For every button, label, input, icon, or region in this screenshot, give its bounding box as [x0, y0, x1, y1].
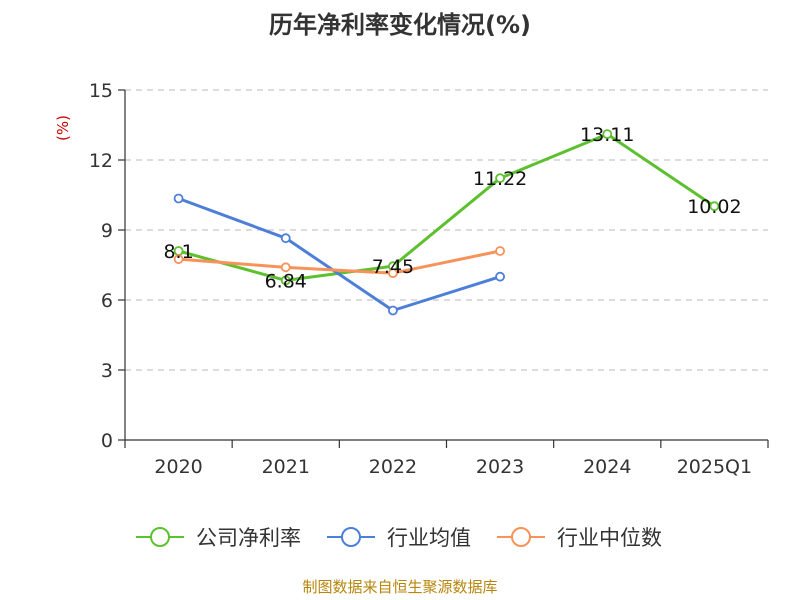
data-label: 7.45	[372, 256, 414, 278]
series-line-0	[178, 132, 716, 282]
data-point	[280, 262, 291, 273]
y-tick-label: 3	[101, 360, 113, 382]
data-labels: 8.1 6.84 7.45 11.22 13.11 10.02	[163, 124, 741, 292]
data-point	[602, 129, 613, 140]
legend-marker	[341, 527, 361, 547]
legend-item-1[interactable]: 行业均值	[327, 526, 471, 550]
series-layer	[173, 129, 720, 316]
source-note: 制图数据来自恒生聚源数据库	[302, 578, 497, 596]
data-point	[280, 275, 291, 286]
axes: 0 3 6 9 12 15 2020 2021 2022 2023 2024 2025Q1	[89, 80, 769, 478]
legend-item-2[interactable]: 行业中位数	[497, 526, 662, 550]
legend-label: 公司净利率	[196, 526, 301, 550]
series-line-1	[178, 197, 501, 312]
data-point	[388, 305, 398, 316]
y-tick-label: 9	[101, 220, 113, 242]
legend-label: 行业均值	[387, 526, 471, 550]
data-label: 10.02	[687, 196, 741, 218]
legend-marker	[150, 527, 170, 547]
x-tick-label-2021: 2021	[262, 456, 310, 478]
x-tick-label-2025Q1: 2025Q1	[677, 456, 752, 478]
data-point	[173, 254, 184, 265]
y-axis-unit: (%)	[54, 115, 72, 141]
data-point	[495, 246, 505, 256]
data-point	[709, 201, 720, 212]
data-label: 11.22	[473, 168, 527, 190]
data-label: 13.11	[580, 124, 634, 146]
legend[interactable]: 公司净利率 行业均值 行业中位数	[136, 526, 662, 550]
y-tick-label: 12	[89, 150, 113, 172]
data-point	[388, 268, 398, 279]
data-point	[173, 193, 184, 204]
data-label: 8.1	[163, 241, 193, 263]
x-tick-label-2024: 2024	[583, 456, 631, 478]
x-tick-label-2023: 2023	[476, 456, 524, 478]
y-tick-label: 15	[89, 80, 113, 102]
y-tick-label: 0	[101, 430, 113, 452]
grid-lines	[125, 89, 768, 371]
chart-title: 历年净利率变化情况(%)	[269, 11, 531, 39]
y-tick-label: 6	[101, 290, 113, 312]
series-line-2	[178, 249, 501, 275]
legend-label: 行业中位数	[557, 526, 662, 550]
legend-marker	[511, 527, 531, 547]
legend-item-0[interactable]: 公司净利率	[136, 526, 301, 550]
data-point	[280, 233, 291, 244]
x-tick-label-2022: 2022	[369, 456, 417, 478]
data-point	[495, 173, 505, 184]
data-point	[495, 271, 505, 282]
x-tick-label-2020: 2020	[154, 456, 202, 478]
data-label: 6.84	[265, 270, 307, 292]
